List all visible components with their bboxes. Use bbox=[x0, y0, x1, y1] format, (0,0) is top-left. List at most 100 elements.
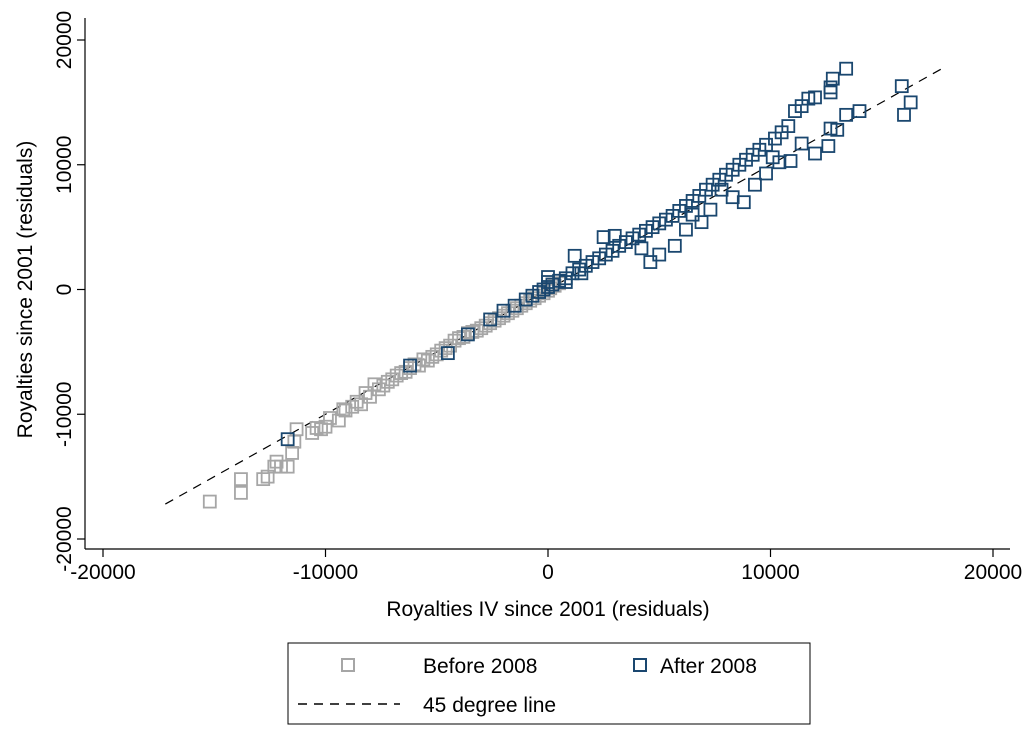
point-before-2008 bbox=[492, 311, 506, 326]
series-after-2008 bbox=[280, 61, 918, 447]
point-after-2008 bbox=[821, 139, 836, 153]
x-tick-label: -10000 bbox=[293, 561, 358, 584]
x-tick-label: 10000 bbox=[741, 561, 799, 584]
point-after-2008 bbox=[808, 90, 822, 105]
forty-five-degree-line bbox=[165, 68, 943, 505]
point-after-2008 bbox=[714, 182, 729, 197]
point-before-2008 bbox=[469, 323, 484, 338]
point-after-2008 bbox=[823, 121, 838, 136]
point-before-2008 bbox=[309, 421, 324, 435]
point-before-2008 bbox=[509, 301, 524, 316]
x-tick-label: 20000 bbox=[964, 561, 1022, 584]
point-after-2008 bbox=[643, 255, 658, 269]
point-after-2008 bbox=[825, 71, 840, 86]
legend-label-before-2008: Before 2008 bbox=[423, 655, 537, 678]
point-after-2008 bbox=[567, 248, 582, 263]
point-after-2008 bbox=[558, 275, 573, 289]
point-after-2008 bbox=[823, 80, 838, 95]
legend-marker-before-2008 bbox=[341, 658, 355, 672]
axes: -20000 -10000 0 10000 20000 -20000 -10000 0 1000… bbox=[53, 11, 1022, 584]
point-after-2008 bbox=[280, 432, 295, 447]
point-after-2008 bbox=[781, 119, 796, 133]
point-before-2008 bbox=[505, 303, 520, 318]
point-after-2008 bbox=[532, 285, 546, 299]
point-after-2008 bbox=[808, 146, 822, 161]
point-after-2008 bbox=[783, 154, 798, 168]
point-before-2008 bbox=[280, 459, 295, 474]
point-before-2008 bbox=[285, 446, 300, 460]
point-before-2008 bbox=[323, 411, 337, 425]
point-after-2008 bbox=[897, 107, 911, 122]
point-before-2008 bbox=[487, 313, 502, 328]
point-before-2008 bbox=[416, 352, 431, 367]
point-after-2008 bbox=[794, 136, 809, 151]
legend-box bbox=[287, 642, 811, 725]
point-after-2008 bbox=[679, 222, 693, 237]
point-before-2008 bbox=[407, 357, 422, 372]
legend-marker-after-2008 bbox=[633, 658, 647, 672]
point-before-2008 bbox=[452, 331, 466, 346]
point-after-2008 bbox=[596, 230, 611, 245]
point-before-2008 bbox=[345, 399, 360, 414]
point-before-2008 bbox=[256, 472, 271, 487]
point-after-2008 bbox=[903, 95, 918, 110]
point-after-2008 bbox=[823, 85, 838, 100]
point-before-2008 bbox=[314, 422, 328, 437]
x-tick-label: 0 bbox=[542, 561, 554, 584]
point-before-2008 bbox=[371, 382, 386, 397]
point-after-2008 bbox=[725, 190, 740, 205]
point-after-2008 bbox=[685, 207, 700, 222]
point-before-2008 bbox=[202, 494, 217, 509]
point-before-2008 bbox=[318, 419, 333, 434]
y-tick-label: -10000 bbox=[53, 382, 76, 447]
point-before-2008 bbox=[367, 377, 382, 392]
point-before-2008 bbox=[474, 321, 489, 336]
point-after-2008 bbox=[574, 266, 589, 281]
point-before-2008 bbox=[234, 485, 248, 500]
plot-area: -20000 -10000 0 10000 20000 -20000 -10000 0 1000… bbox=[53, 11, 1022, 584]
point-after-2008 bbox=[894, 79, 909, 94]
legend: Before 2008 After 2008 45 degree line bbox=[287, 642, 811, 725]
x-axis-title: Royalties IV since 2001 (residuals) bbox=[386, 598, 709, 621]
point-before-2008 bbox=[523, 293, 538, 308]
point-before-2008 bbox=[289, 422, 304, 437]
point-before-2008 bbox=[363, 389, 377, 404]
point-before-2008 bbox=[234, 472, 248, 487]
point-after-2008 bbox=[703, 202, 718, 217]
point-after-2008 bbox=[852, 104, 867, 119]
point-before-2008 bbox=[394, 366, 409, 380]
point-before-2008 bbox=[358, 386, 373, 400]
y-axis-title: Royalties since 2001 (residuals) bbox=[14, 141, 37, 439]
reference-line-group bbox=[165, 68, 943, 505]
point-after-2008 bbox=[839, 61, 854, 76]
point-after-2008 bbox=[759, 166, 773, 181]
y-tick-label: 10000 bbox=[53, 136, 76, 194]
y-tick-label: 20000 bbox=[53, 11, 76, 69]
legend-label-45-degree-line: 45 degree line bbox=[423, 694, 556, 717]
point-after-2008 bbox=[839, 107, 854, 122]
point-after-2008 bbox=[483, 312, 498, 327]
point-after-2008 bbox=[694, 215, 709, 230]
point-before-2008 bbox=[443, 338, 458, 353]
point-before-2008 bbox=[389, 368, 404, 383]
point-after-2008 bbox=[634, 241, 649, 256]
point-before-2008 bbox=[456, 330, 471, 344]
point-before-2008 bbox=[438, 341, 453, 356]
point-after-2008 bbox=[748, 177, 762, 192]
legend-label-after-2008: After 2008 bbox=[660, 655, 757, 678]
point-after-2008 bbox=[403, 358, 417, 373]
point-after-2008 bbox=[541, 275, 555, 289]
y-tick-label: -20000 bbox=[53, 506, 76, 571]
point-after-2008 bbox=[652, 247, 667, 262]
point-after-2008 bbox=[460, 327, 475, 342]
y-tick-label: 0 bbox=[53, 284, 76, 296]
point-before-2008 bbox=[465, 325, 480, 339]
point-before-2008 bbox=[349, 394, 364, 409]
point-before-2008 bbox=[336, 402, 351, 417]
x-tick-label: -20000 bbox=[70, 561, 135, 584]
point-after-2008 bbox=[440, 346, 455, 361]
point-after-2008 bbox=[667, 238, 682, 253]
point-after-2008 bbox=[736, 195, 751, 210]
point-before-2008 bbox=[305, 426, 320, 440]
